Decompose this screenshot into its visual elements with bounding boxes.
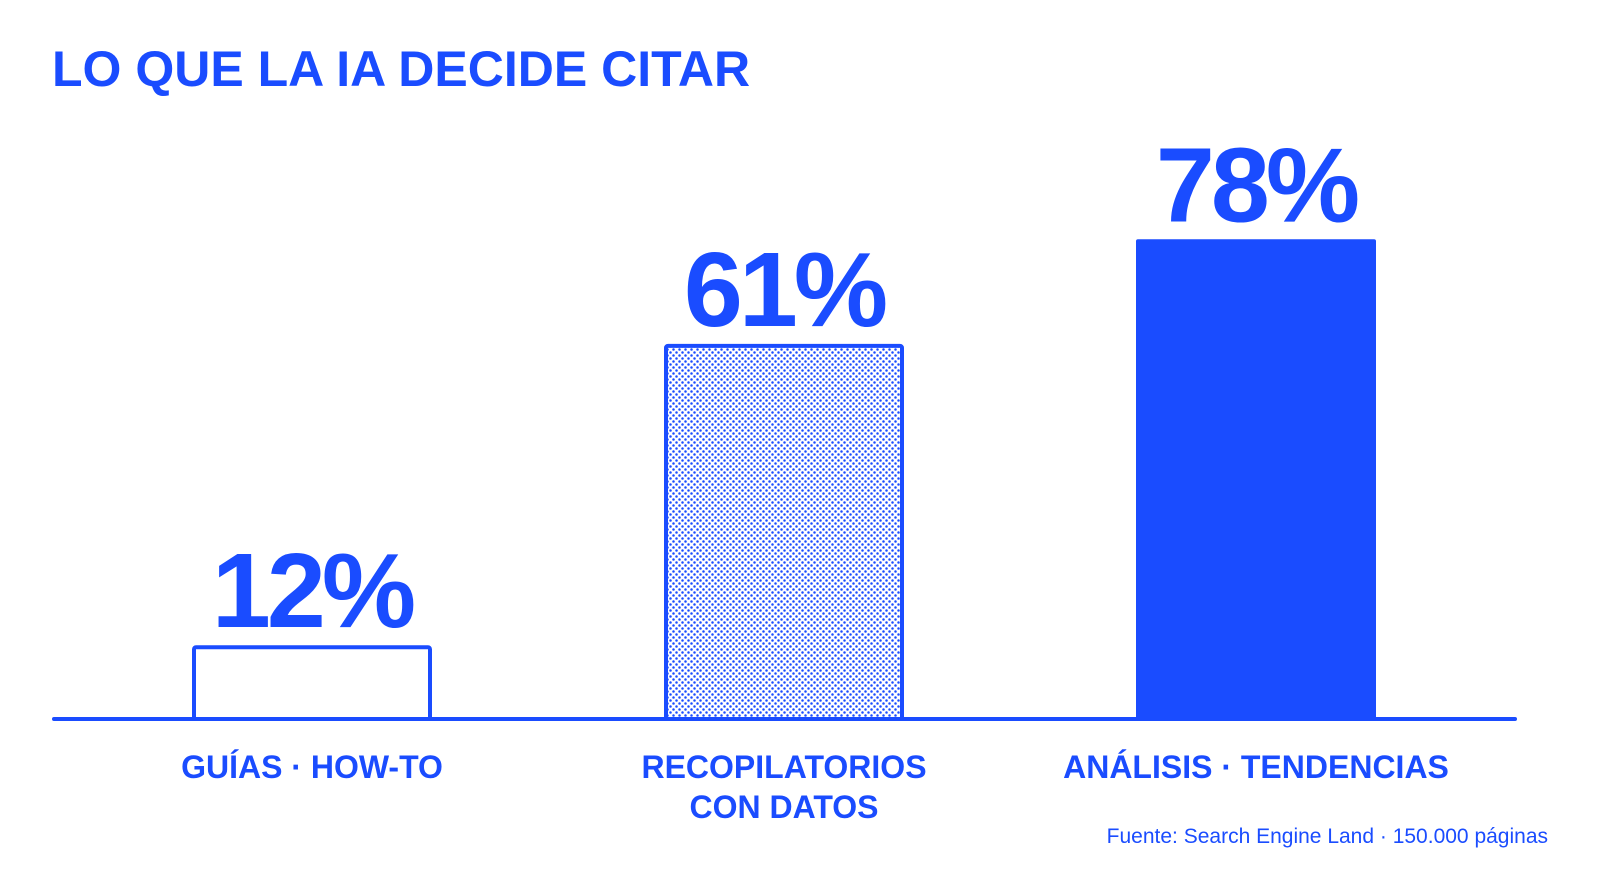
chart-title: LO QUE LA IA DECIDE CITAR [52, 41, 751, 97]
category-label-1: GUÍAS · HOW-TO [181, 749, 443, 785]
bar-value-label-2: 61% [684, 231, 886, 349]
category-label-3: ANÁLISIS · TENDENCIAS [1063, 749, 1449, 785]
category-label-2-line-2: CON DATOS [689, 789, 878, 825]
bar-1 [192, 645, 432, 722]
bar-value-label-3: 78% [1156, 126, 1358, 244]
category-label-2-line-1: RECOPILATORIOS [641, 749, 926, 785]
bar-2 [664, 343, 904, 721]
bar-value-label-1: 12% [212, 532, 414, 650]
source-note: Fuente: Search Engine Land · 150.000 pág… [1106, 825, 1548, 848]
bar-3 [1136, 239, 1376, 720]
